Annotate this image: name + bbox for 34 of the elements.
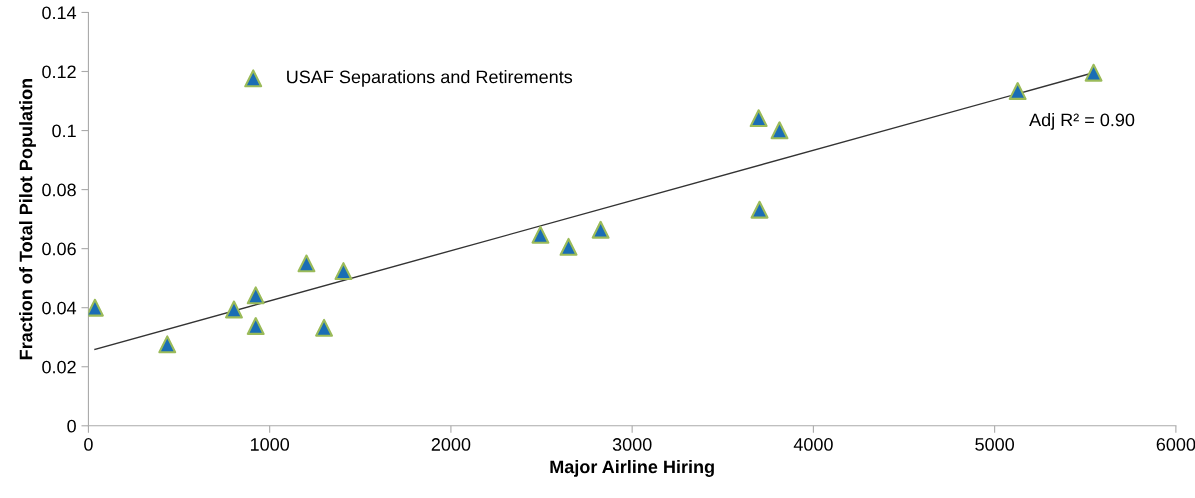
point — [246, 286, 265, 305]
point — [531, 225, 550, 244]
y-tick-label: 0.06 — [42, 242, 76, 256]
y-axis-title: Fraction of Total Pilot Population — [19, 78, 36, 360]
x-tick-label: 2000 — [431, 438, 471, 451]
y-tick-label: 0.1 — [52, 124, 76, 138]
point — [559, 237, 578, 256]
x-tick-label: 3000 — [612, 438, 652, 451]
x-tick-label: 6000 — [1156, 438, 1195, 451]
x-axis-title: Major Airline Hiring — [550, 459, 714, 477]
y-tick-label: 0.04 — [42, 301, 77, 315]
y-tick-label: 0.08 — [42, 183, 76, 197]
point — [750, 200, 769, 219]
annotation: Adj R² = 0.90 — [1029, 113, 1135, 130]
point — [334, 262, 353, 281]
point — [246, 317, 265, 335]
point — [770, 121, 789, 140]
x-tick-label: 4000 — [793, 438, 833, 451]
point — [1084, 63, 1103, 82]
point — [158, 335, 177, 354]
point — [225, 300, 243, 319]
point — [297, 254, 316, 273]
y-tick-label: 0.14 — [42, 6, 77, 20]
x-tick-label: 1000 — [250, 438, 290, 451]
legend-label: USAF Separations and Retirements — [287, 70, 573, 87]
point — [1008, 82, 1027, 100]
point — [749, 109, 768, 128]
y-tick-label: 0 — [67, 419, 76, 433]
y-tick-label: 0.12 — [42, 65, 76, 79]
point — [591, 220, 610, 239]
x-tick-label: 5000 — [975, 438, 1015, 451]
y-tick-label: 0.02 — [42, 360, 76, 374]
x-tick-label: 0 — [84, 438, 93, 451]
point — [315, 318, 333, 337]
